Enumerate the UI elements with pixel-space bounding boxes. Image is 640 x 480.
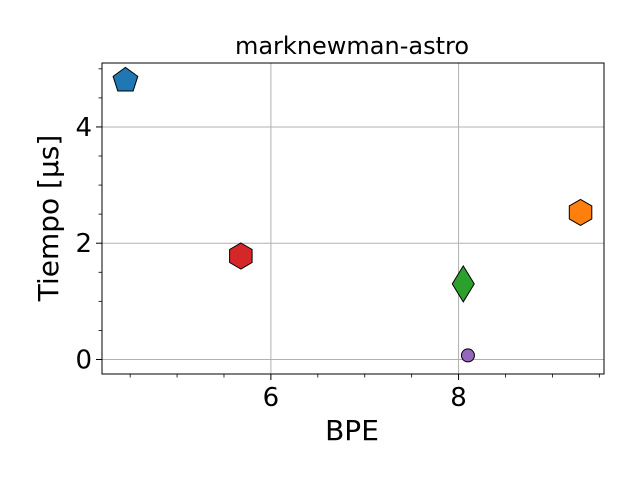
y-axis-label: Tiempo [μs] <box>32 135 65 303</box>
grid <box>102 63 604 374</box>
data-points <box>112 66 593 363</box>
data-point-5 <box>460 348 475 363</box>
x-tick-label: 6 <box>263 383 280 413</box>
x-tick-label: 8 <box>450 383 467 413</box>
data-point-3 <box>451 264 475 303</box>
y-tick-label: 2 <box>75 229 92 259</box>
x-axis-label: BPE <box>325 414 379 447</box>
y-tick-label: 0 <box>75 345 92 375</box>
plot-frame <box>101 62 605 375</box>
data-point-4 <box>229 242 253 270</box>
axis-ticks: 6 8 0 2 4 <box>75 68 600 413</box>
data-point-1 <box>112 66 139 92</box>
data-point-2 <box>568 198 593 226</box>
chart-title: marknewman-astro <box>235 32 469 60</box>
y-tick-label: 4 <box>75 113 92 143</box>
